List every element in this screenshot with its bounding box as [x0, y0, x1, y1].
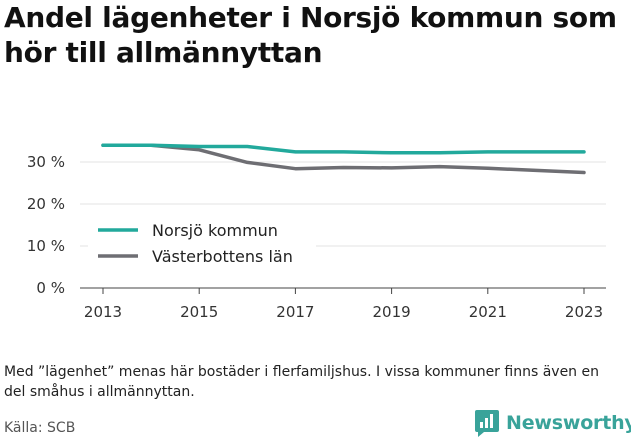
y-tick-label: 30 % — [27, 153, 65, 171]
newsworthy-logo-icon — [475, 410, 499, 437]
legend-label: Norsjö kommun — [152, 221, 278, 240]
legend-label: Västerbottens län — [152, 247, 293, 266]
x-tick-label: 2023 — [565, 303, 603, 321]
x-tick-label: 2019 — [373, 303, 411, 321]
line-chart: 0 % 10 % 20 % 30 % 2013 2015 2017 2019 2021 2023… — [27, 143, 606, 321]
brand-name: Newsworthy — [506, 412, 631, 434]
y-tick-label: 0 % — [36, 279, 65, 297]
x-axis-tick-labels: 2013 2015 2017 2019 2021 2023 — [84, 303, 603, 321]
y-tick-label: 10 % — [27, 237, 65, 255]
y-axis-tick-labels: 0 % 10 % 20 % 30 % — [27, 153, 65, 297]
series-line-norsj-kommun — [101, 143, 586, 155]
legend-background — [88, 212, 316, 274]
y-tick-label: 20 % — [27, 195, 65, 213]
footnote: Med ”lägenhet” menas här bostäder i fler… — [4, 364, 599, 400]
x-axis — [102, 288, 585, 294]
series-line-v-sterbottens-l-n — [101, 143, 586, 175]
legend: Norsjö kommun Västerbottens län — [88, 212, 316, 274]
x-tick-label: 2015 — [180, 303, 218, 321]
x-tick-label: 2013 — [84, 303, 122, 321]
grid-lines — [80, 161, 606, 289]
brand-logo: Newsworthy — [474, 407, 631, 439]
x-tick-label: 2017 — [276, 303, 314, 321]
series-lines — [101, 143, 586, 175]
x-tick-label: 2021 — [469, 303, 507, 321]
chart-title: Andel lägenheter i Norsjö kommun som hör… — [4, 1, 617, 69]
source-credit: Källa: SCB — [4, 420, 76, 436]
